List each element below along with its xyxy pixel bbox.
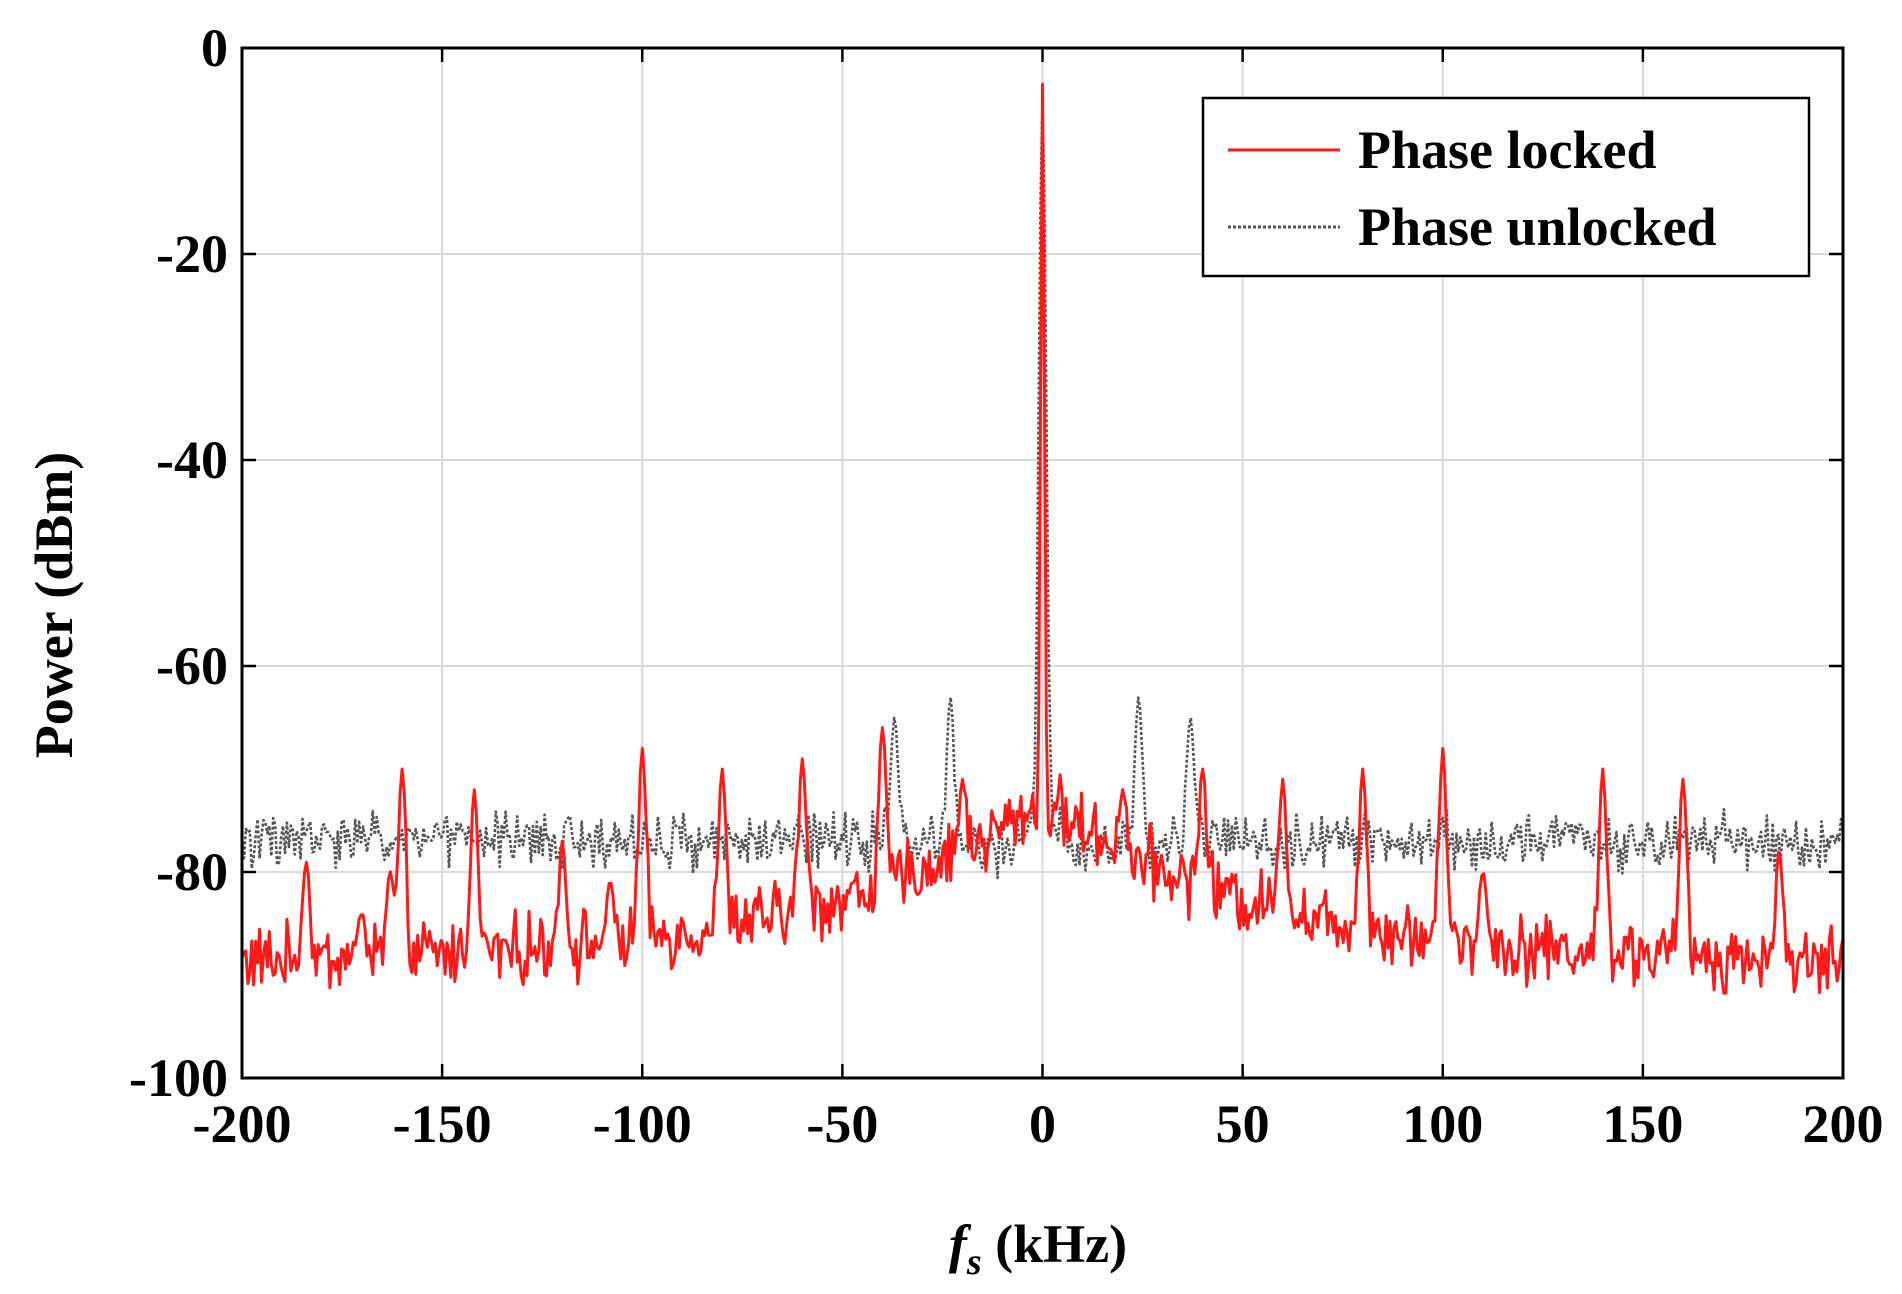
legend-box bbox=[1201, 96, 1811, 278]
y-tick-label: -100 bbox=[129, 1048, 228, 1108]
x-tick-label: -150 bbox=[393, 1094, 492, 1154]
x-axis-label-unit: (kHz) bbox=[982, 1214, 1127, 1274]
legend: Phase locked Phase unlocked bbox=[1201, 96, 1811, 278]
series-line-phase-locked bbox=[240, 82, 1845, 995]
x-tick-label: -200 bbox=[193, 1094, 292, 1154]
y-tick-label: -80 bbox=[156, 842, 228, 902]
x-axis-label-symbol: f bbox=[949, 1214, 972, 1274]
series-group bbox=[240, 82, 1845, 995]
y-tick-label: 0 bbox=[201, 18, 228, 78]
x-tick-label: 0 bbox=[1029, 1094, 1056, 1154]
x-tick-label: -100 bbox=[593, 1094, 692, 1154]
x-tick-label: 200 bbox=[1803, 1094, 1884, 1154]
y-axis-label: Power (dBm) bbox=[24, 452, 84, 758]
grid bbox=[242, 48, 1843, 1078]
tick-labels: -200 -150 -100 -50 0 50 100 150 200 0 -20 -40 -60 -80… bbox=[129, 18, 1883, 1154]
x-axis-label-subscript: s bbox=[966, 1241, 982, 1283]
x-tick-label: 100 bbox=[1402, 1094, 1483, 1154]
axes bbox=[240, 46, 1845, 1080]
x-tick-label: 150 bbox=[1602, 1094, 1683, 1154]
x-tick-label: -50 bbox=[806, 1094, 878, 1154]
x-tick-label: 50 bbox=[1216, 1094, 1270, 1154]
y-tick-label: -40 bbox=[156, 430, 228, 490]
legend-label-phase-locked: Phase locked bbox=[1358, 120, 1657, 180]
y-tick-label: -20 bbox=[156, 224, 228, 284]
x-axis-label: fs (kHz) bbox=[949, 1214, 1127, 1283]
legend-label-phase-unlocked: Phase unlocked bbox=[1358, 197, 1717, 257]
y-tick-label: -60 bbox=[156, 636, 228, 696]
